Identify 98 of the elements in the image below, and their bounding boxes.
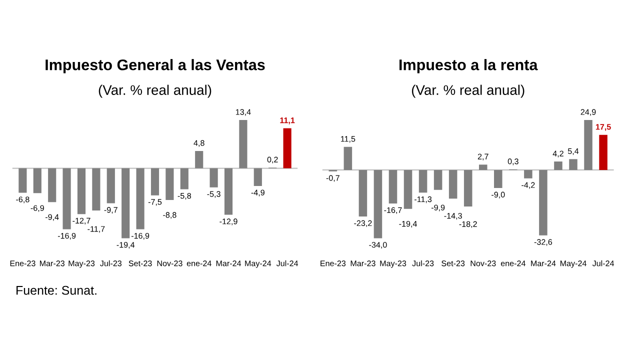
chart-subtitle: (Var. % real anual) <box>98 84 212 98</box>
data-label: -0,7 <box>326 175 340 182</box>
data-label: 4,2 <box>552 150 564 158</box>
chart-title: Impuesto a la renta <box>400 59 538 74</box>
data-label: 0,2 <box>267 156 278 164</box>
data-label: -4,2 <box>522 182 535 189</box>
bar <box>180 168 188 190</box>
bar <box>478 164 488 170</box>
bar <box>254 168 262 186</box>
data-label: -6,8 <box>16 196 30 204</box>
bar <box>18 168 27 193</box>
bar <box>374 170 382 238</box>
bar <box>539 170 548 236</box>
bar <box>554 162 562 170</box>
data-label: -19,4 <box>116 242 135 249</box>
bar <box>122 168 130 238</box>
chart-subtitle: (Var. % real anual) <box>412 84 524 98</box>
data-label: -9,4 <box>46 214 59 221</box>
data-label: -8,8 <box>163 212 176 219</box>
data-label: -34,0 <box>369 242 387 249</box>
x-tick-label: Ene-23 <box>10 260 36 266</box>
data-label: -9,0 <box>492 192 505 198</box>
x-tick-label: May-23 <box>68 260 95 268</box>
data-label: 13,4 <box>236 109 251 116</box>
bar <box>404 170 412 209</box>
bar <box>283 128 292 168</box>
data-label: -16,7 <box>384 207 402 214</box>
data-label: 11,1 <box>280 118 295 124</box>
x-tick-label: May-24 <box>560 260 586 268</box>
x-tick-label: Jul-24 <box>592 260 614 266</box>
data-label: -16,9 <box>58 232 76 240</box>
chart-title: Impuesto General a las Ventas <box>46 59 265 74</box>
data-label: -6,9 <box>30 205 44 212</box>
x-tick-label: May-24 <box>245 260 272 268</box>
bar <box>136 168 144 230</box>
bar <box>210 168 218 188</box>
data-label: -16,9 <box>131 232 150 240</box>
data-label: -11,3 <box>414 196 432 204</box>
x-tick-label: May-23 <box>380 260 406 268</box>
x-tick-label: Nov-23 <box>470 260 496 266</box>
x-tick-label: Mar-24 <box>531 260 556 266</box>
data-label: 2,7 <box>478 154 488 160</box>
bar <box>150 168 160 196</box>
x-tick-label: Jul-24 <box>276 260 298 266</box>
data-label: -12,7 <box>72 218 90 224</box>
bar <box>62 168 71 230</box>
data-label: -32,6 <box>534 239 552 246</box>
bar <box>48 168 56 202</box>
data-label: 17,5 <box>596 124 611 131</box>
bar <box>494 170 502 188</box>
bar <box>77 168 86 214</box>
x-tick-label: ene-24 <box>500 260 526 266</box>
data-label: -9,7 <box>104 207 118 214</box>
bar <box>524 170 532 178</box>
bar <box>195 151 204 168</box>
data-label: -11,7 <box>88 226 105 233</box>
bar <box>448 170 458 199</box>
data-label: 4,8 <box>194 140 204 147</box>
x-tick-label: Set-23 <box>128 260 152 266</box>
data-label: 24,9 <box>580 109 596 116</box>
x-tick-label: Jul-23 <box>100 260 122 266</box>
bar <box>239 120 248 168</box>
bar <box>33 168 42 194</box>
x-tick-label: Mar-23 <box>350 260 376 266</box>
data-label: 5,4 <box>568 148 579 155</box>
bar <box>92 168 100 210</box>
x-tick-label: Mar-24 <box>216 260 242 266</box>
data-label: -12,9 <box>220 218 238 226</box>
data-label: -4,9 <box>251 190 264 196</box>
bar <box>388 170 398 204</box>
bar <box>464 170 472 207</box>
bar <box>599 134 608 170</box>
data-label: -9,9 <box>431 204 445 212</box>
bar <box>569 159 578 170</box>
bar <box>224 168 233 215</box>
data-label: -18,2 <box>459 221 477 228</box>
data-label: -14,3 <box>444 212 462 220</box>
data-label: -7,5 <box>148 199 162 206</box>
data-label: -5,8 <box>178 192 191 200</box>
bar <box>418 170 428 193</box>
bar <box>344 146 352 170</box>
x-tick-label: Jul-23 <box>412 260 434 266</box>
x-tick-label: Set-23 <box>442 260 465 266</box>
bar <box>434 170 442 190</box>
x-tick-label: Ene-23 <box>320 260 346 266</box>
bar <box>106 168 115 204</box>
bar <box>166 168 174 200</box>
data-label: -19,4 <box>399 220 417 228</box>
x-tick-label: Mar-23 <box>40 260 64 266</box>
bar <box>358 170 368 217</box>
data-label: 0,3 <box>508 158 518 166</box>
data-label: 11,5 <box>341 136 356 143</box>
source-note: Fuente: Sunat. <box>16 286 96 295</box>
x-tick-label: ene-24 <box>186 260 212 266</box>
bar <box>584 120 592 170</box>
x-tick-label: Nov-23 <box>157 260 182 266</box>
data-label: -23,2 <box>354 220 372 227</box>
data-label: -5,3 <box>207 191 220 198</box>
